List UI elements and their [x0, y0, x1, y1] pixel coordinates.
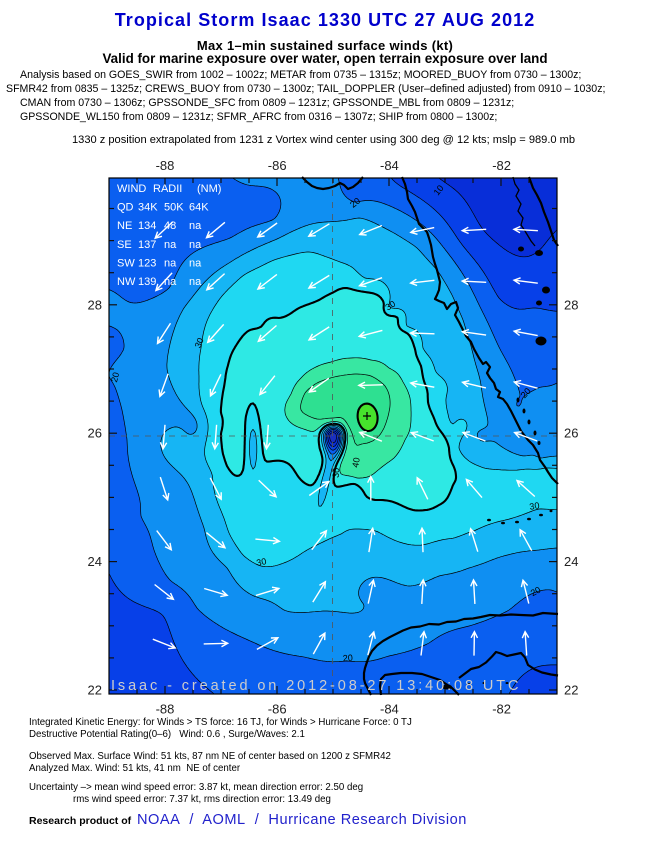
svg-text:20: 20 [519, 386, 533, 400]
svg-text:34K: 34K [138, 202, 158, 214]
svg-text:30: 30 [529, 500, 541, 512]
svg-text:20: 20 [342, 653, 353, 664]
svg-text:24: 24 [88, 554, 102, 569]
svg-text:22: 22 [564, 683, 578, 698]
svg-text:-82: -82 [492, 702, 511, 717]
svg-text:20: 20 [348, 196, 362, 210]
svg-text:na: na [189, 257, 202, 269]
svg-text:139: 139 [138, 276, 156, 288]
svg-text:20: 20 [109, 371, 121, 383]
svg-text:na: na [164, 276, 177, 288]
svg-text:30: 30 [331, 467, 342, 478]
svg-text:-86: -86 [268, 702, 287, 717]
svg-text:26: 26 [88, 426, 102, 441]
svg-text:WIND: WIND [117, 183, 146, 195]
svg-text:10: 10 [432, 183, 446, 197]
svg-text:50K: 50K [164, 202, 184, 214]
svg-text:SE: SE [117, 239, 132, 251]
svg-text:SW: SW [117, 257, 135, 269]
svg-text:48: 48 [164, 220, 176, 232]
svg-text:na: na [189, 220, 202, 232]
svg-text:26: 26 [564, 426, 578, 441]
svg-text:-86: -86 [268, 158, 287, 173]
svg-text:-82: -82 [492, 158, 511, 173]
svg-text:na: na [189, 239, 202, 251]
svg-text:30: 30 [383, 299, 397, 313]
svg-text:(NM): (NM) [197, 183, 221, 195]
svg-text:22: 22 [88, 683, 102, 698]
svg-text:QD: QD [117, 202, 134, 214]
svg-text:Isaac - created on 2012-08-2: Isaac - created on 2012-08-27 13:40:08 U… [111, 678, 521, 694]
svg-text:30: 30 [255, 556, 267, 568]
svg-text:24: 24 [564, 554, 578, 569]
svg-text:137: 137 [138, 239, 156, 251]
svg-text:28: 28 [88, 297, 102, 312]
svg-text:64K: 64K [189, 202, 209, 214]
svg-text:NE: NE [117, 220, 132, 232]
svg-text:NW: NW [117, 276, 136, 288]
svg-text:na: na [164, 257, 177, 269]
svg-text:134: 134 [138, 220, 156, 232]
svg-text:na: na [164, 239, 177, 251]
svg-text:30: 30 [193, 336, 206, 349]
svg-text:-84: -84 [380, 158, 399, 173]
svg-text:123: 123 [138, 257, 156, 269]
svg-text:40: 40 [350, 457, 362, 469]
svg-text:-84: -84 [380, 702, 399, 717]
svg-text:20: 20 [529, 585, 543, 599]
svg-text:-88: -88 [156, 158, 175, 173]
svg-text:-88: -88 [156, 702, 175, 717]
svg-text:na: na [189, 276, 202, 288]
svg-text:28: 28 [564, 297, 578, 312]
svg-text:RADII: RADII [153, 183, 182, 195]
